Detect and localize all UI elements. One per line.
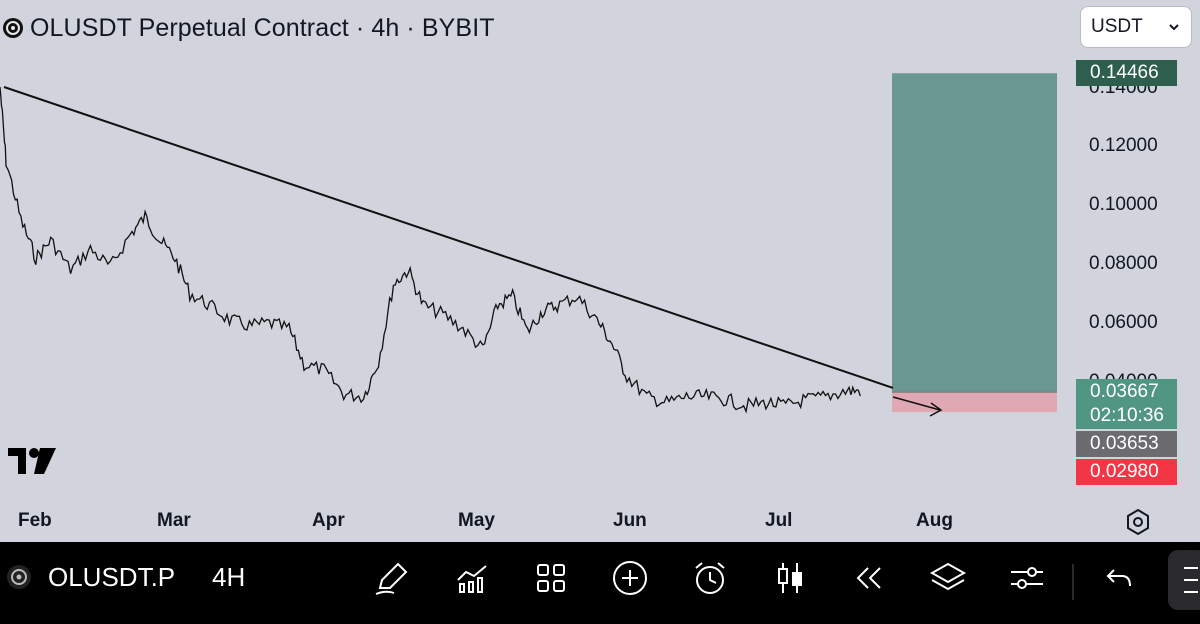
drawing-tools-button[interactable]: [372, 558, 412, 598]
layers-icon: [929, 562, 967, 591]
undo-button[interactable]: [1100, 558, 1140, 598]
chart-title-bar: OLUSDT Perpetual Contract · 4h · BYBIT: [0, 10, 495, 46]
more-panel-button[interactable]: [1168, 550, 1200, 610]
loss-zone: [892, 392, 1057, 413]
profit-zone: [892, 73, 1057, 393]
currency-select[interactable]: USDT: [1080, 6, 1192, 48]
alarm-clock-icon: [695, 562, 725, 594]
sliders-icon: [1011, 567, 1043, 589]
currency-value: USDT: [1091, 16, 1143, 37]
layouts-button[interactable]: [531, 558, 571, 598]
grid-icon: [537, 564, 565, 592]
tradingview-logo: [8, 448, 56, 474]
pencil-icon: [375, 562, 408, 595]
time-axis-label: Aug: [916, 510, 953, 531]
indicators-icon: [457, 565, 487, 593]
settings-sliders-button[interactable]: [1007, 558, 1047, 598]
toolbar-divider: [1072, 564, 1074, 600]
entry-price-tag: 0.03653: [1076, 431, 1177, 457]
chart-canvas[interactable]: [0, 0, 1200, 542]
undo-icon: [1106, 569, 1131, 587]
add-button[interactable]: [610, 558, 650, 598]
chevron-down-icon: [1169, 24, 1179, 31]
symbol-logo-icon: [3, 18, 23, 38]
bar-countdown: 02:10:36: [1090, 405, 1164, 426]
replay-button[interactable]: [848, 558, 888, 598]
time-axis-label: Jul: [765, 510, 793, 531]
time-axis-label: Mar: [157, 510, 191, 531]
chart-type-button[interactable]: [770, 558, 810, 598]
indicators-button[interactable]: [452, 558, 492, 598]
chart-settings-icon[interactable]: [1124, 508, 1152, 536]
candlestick-icon: [778, 563, 802, 593]
projection-arrow-head: [929, 402, 943, 417]
time-axis-label: Feb: [18, 510, 52, 531]
current-price: 0.03667: [1090, 381, 1159, 402]
trendline: [3, 86, 894, 389]
alerts-button[interactable]: [690, 558, 730, 598]
chart-area[interactable]: OLUSDT Perpetual Contract · 4h · BYBIT U…: [0, 0, 1200, 542]
object-tree-button[interactable]: [928, 558, 968, 598]
price-series-line: [0, 86, 861, 414]
time-axis-label: May: [458, 510, 495, 531]
symbol-icon[interactable]: [6, 564, 32, 590]
interval-button[interactable]: 4H: [212, 562, 246, 592]
target-price-tag: 0.14466: [1076, 60, 1177, 86]
price-axis-label: 0.06000: [1089, 312, 1158, 333]
time-axis-label: Jun: [613, 510, 647, 531]
current-price-tag: 0.03667 02:10:36: [1076, 379, 1177, 429]
rewind-icon: [856, 567, 881, 589]
chart-title: OLUSDT Perpetual Contract · 4h · BYBIT: [30, 13, 495, 42]
time-axis-label: Apr: [312, 510, 345, 531]
price-axis-label: 0.10000: [1089, 194, 1158, 215]
price-axis-label: 0.12000: [1089, 135, 1158, 156]
stop-price-tag: 0.02980: [1076, 459, 1177, 485]
price-axis-label: 0.08000: [1089, 253, 1158, 274]
bottom-toolbar: OLUSDT.P 4H: [0, 542, 1200, 624]
symbol-search-button[interactable]: OLUSDT.P: [48, 562, 176, 592]
plus-circle-icon: [613, 561, 647, 595]
projection-arrow: [892, 396, 941, 411]
